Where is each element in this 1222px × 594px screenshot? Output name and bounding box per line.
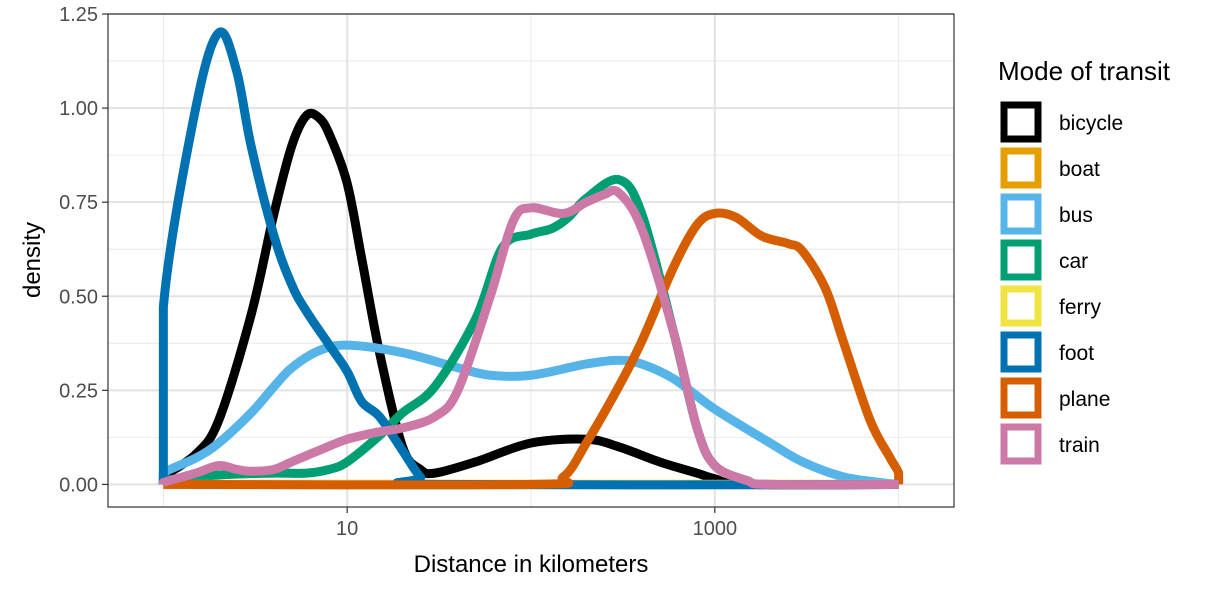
legend-item-plane: plane (1000, 377, 1110, 419)
legend-item-bus: bus (1000, 193, 1093, 235)
legend-label-train: train (1059, 434, 1100, 457)
legend-label-boat: boat (1059, 158, 1100, 181)
legend-key-foot (1000, 331, 1042, 373)
legend-item-ferry: ferry (1000, 285, 1102, 327)
panel-border (107, 13, 955, 508)
y-tick-label: 0.75 (59, 192, 98, 214)
x-axis-title: Distance in kilometers (414, 551, 649, 578)
y-tick-label: 0.50 (59, 286, 98, 308)
legend-key-boat (1000, 147, 1042, 189)
y-axis: 0.00 0.25 0.50 0.75 1.00 1.25 (59, 4, 108, 496)
legend-label-plane: plane (1059, 388, 1110, 411)
legend-item-boat: boat (1000, 147, 1100, 189)
y-tick-label: 1.00 (59, 98, 98, 120)
legend-label-bicycle: bicycle (1059, 112, 1123, 135)
legend-label-foot: foot (1059, 342, 1094, 365)
legend-label-ferry: ferry (1059, 296, 1102, 319)
y-tick-label: 0.00 (59, 474, 98, 496)
x-tick-label: 1000 (693, 518, 738, 540)
series-line-plane (163, 208, 904, 490)
legend-title: Mode of transit (998, 56, 1171, 86)
legend-item-car: car (1000, 239, 1088, 281)
series-line-train (158, 185, 899, 490)
legend-item-bicycle: bicycle (1000, 101, 1123, 143)
legend-key-ferry (1000, 285, 1042, 327)
y-tick-label: 1.25 (59, 4, 98, 26)
legend: bicycle boat bus car ferry foot plane train (1000, 101, 1123, 465)
y-axis-title: density (19, 222, 46, 298)
legend-label-bus: bus (1059, 204, 1093, 227)
legend-key-train (1000, 423, 1042, 465)
legend-key-bicycle (1000, 101, 1042, 143)
legend-item-train: train (1000, 423, 1100, 465)
legend-key-car (1000, 239, 1042, 281)
x-tick-label: 10 (336, 518, 358, 540)
x-axis: 10 1000 (336, 507, 737, 540)
series-line-bicycle (158, 108, 899, 490)
legend-key-plane (1000, 377, 1042, 419)
legend-item-foot: foot (1000, 331, 1094, 373)
y-tick-label: 0.25 (59, 380, 98, 402)
series-line-bus (158, 340, 900, 489)
series-lines (158, 27, 904, 490)
legend-key-bus (1000, 193, 1042, 235)
legend-label-car: car (1059, 250, 1088, 273)
